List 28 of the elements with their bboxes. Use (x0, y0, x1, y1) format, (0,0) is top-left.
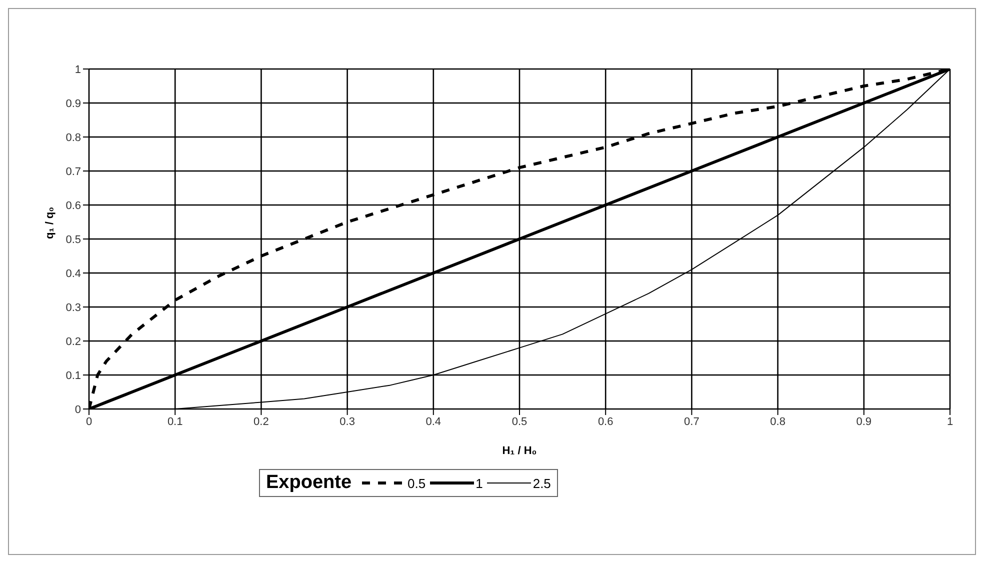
x-tick-label: 0.8 (770, 416, 786, 428)
y-tick-label: 0.5 (66, 234, 81, 246)
x-tick-label: 0.4 (426, 416, 442, 428)
x-tick-label: 0.2 (254, 416, 269, 428)
legend-label: 1 (476, 476, 483, 490)
x-tick-label: 1 (946, 416, 954, 428)
x-tick-label: 0.5 (512, 416, 528, 428)
x-tick-label: 0 (86, 416, 92, 428)
legend-title: Expoente (266, 472, 352, 494)
y-tick-label: 0.1 (66, 370, 81, 382)
legend-label: 2.5 (532, 476, 551, 490)
legend-label: 0.5 (408, 476, 426, 490)
x-tick-label: 0.3 (340, 416, 355, 428)
y-tick-label: 0.9 (66, 98, 81, 110)
x-tick-label: 0.7 (684, 416, 700, 428)
y-axis-title: q₁ / q₀ (44, 206, 56, 239)
y-tick-label: 0.4 (66, 268, 81, 280)
y-tick-label: 0.3 (66, 302, 81, 314)
y-tick-label: 0.2 (66, 336, 81, 348)
y-tick-label: 1 (74, 64, 81, 76)
x-axis-title: H₁ / H₀ (502, 445, 537, 457)
y-tick-label: 0.8 (66, 132, 81, 144)
x-tick-label: 0.6 (598, 416, 614, 428)
y-tick-label: 0.7 (66, 166, 81, 178)
x-tick-label: 0.1 (167, 416, 183, 428)
x-tick-label: 0.9 (856, 416, 872, 428)
y-tick-label: 0 (74, 404, 81, 416)
y-tick-label: 0.6 (66, 200, 81, 212)
